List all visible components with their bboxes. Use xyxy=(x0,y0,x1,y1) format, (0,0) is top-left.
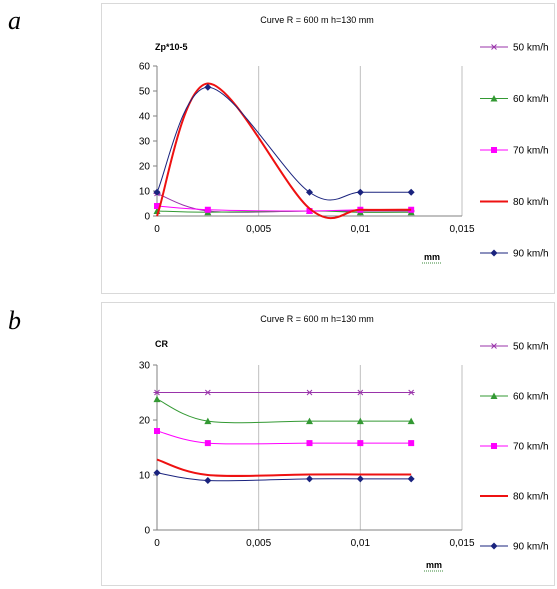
x-tick-label: 0,015 xyxy=(449,538,474,549)
chart-b: Curve R = 600 m h=130 mm CR 0 0,005 0,01 0,01… xyxy=(101,302,555,586)
data-point xyxy=(407,188,415,196)
chart-title: Curve R = 600 m h=130 mm xyxy=(260,314,374,324)
legend-marker xyxy=(491,443,497,449)
legend-marker xyxy=(490,249,498,257)
data-point xyxy=(306,475,313,483)
data-point xyxy=(204,440,211,447)
data-point xyxy=(306,389,313,396)
data-point xyxy=(154,203,160,209)
series-line xyxy=(156,86,412,201)
legend-marker xyxy=(490,392,498,399)
data-point xyxy=(306,440,313,447)
chart-a: Curve R = 600 m h=130 mm Zp*10-5 0 0,005 0,0… xyxy=(101,3,555,294)
legend-label: 80 km/h xyxy=(513,492,549,503)
legend-label: 90 km/h xyxy=(513,249,549,260)
y-tick-label: 40 xyxy=(139,112,151,123)
legend-marker xyxy=(490,343,498,349)
y-tick-label: 0 xyxy=(144,526,150,537)
legend-marker xyxy=(491,147,497,153)
data-point xyxy=(356,188,364,196)
y-tick-label: 20 xyxy=(139,162,151,173)
y-tick-label: 30 xyxy=(139,137,151,148)
x-tick-label: 0,005 xyxy=(246,224,271,235)
data-point xyxy=(153,469,161,477)
legend-label: 70 km/h xyxy=(513,442,549,453)
panel-letter-a: a xyxy=(8,6,21,35)
data-point xyxy=(407,475,415,483)
legend-marker xyxy=(490,44,498,50)
data-point xyxy=(306,417,313,425)
data-point xyxy=(407,417,415,425)
x-tick-label: 0,005 xyxy=(246,538,271,549)
x-tick-label: 0,01 xyxy=(351,538,371,549)
data-point xyxy=(153,188,161,196)
x-tick-label: 0 xyxy=(154,538,160,549)
data-point xyxy=(204,206,211,213)
data-point xyxy=(154,428,160,434)
chart-b-svg: Curve R = 600 m h=130 mm CR 0 0,005 0,01 0,01… xyxy=(139,314,549,572)
series-line xyxy=(156,472,412,482)
y-tick-label: 50 xyxy=(139,87,151,98)
data-point xyxy=(306,188,313,196)
legend-label: 50 km/h xyxy=(513,43,549,54)
legend-marker xyxy=(490,95,498,102)
y-tick-label: 60 xyxy=(139,62,151,73)
data-point xyxy=(407,389,415,396)
y-tick-label: 10 xyxy=(139,187,151,198)
data-point xyxy=(204,83,212,91)
chart-a-svg: Curve R = 600 m h=130 mm Zp*10-5 0 0,005 0,0… xyxy=(139,15,549,264)
x-axis-label: mm xyxy=(426,560,442,570)
x-axis-label: mm xyxy=(424,252,440,262)
x-tick-label: 0 xyxy=(154,224,160,235)
y-tick-label: 10 xyxy=(139,471,151,482)
data-point xyxy=(357,440,364,447)
legend-label: 50 km/h xyxy=(513,342,549,353)
legend-label: 90 km/h xyxy=(513,542,549,553)
chart-title: Curve R = 600 m h=130 mm xyxy=(260,15,374,25)
data-point xyxy=(408,440,415,447)
series-line xyxy=(156,82,412,220)
legend-marker xyxy=(490,542,498,550)
data-point xyxy=(204,417,212,425)
series-line xyxy=(156,458,412,477)
series-line xyxy=(156,398,412,424)
y-axis-label: Zp*10-5 xyxy=(155,42,188,52)
legend-label: 70 km/h xyxy=(513,146,549,157)
data-point xyxy=(356,389,364,396)
x-tick-label: 0,015 xyxy=(449,224,474,235)
data-point xyxy=(204,389,212,396)
data-point xyxy=(306,208,313,214)
y-tick-label: 30 xyxy=(139,361,151,372)
y-tick-label: 0 xyxy=(144,212,150,223)
data-point xyxy=(356,417,364,425)
panel-letter-b: b xyxy=(8,306,21,335)
legend-label: 60 km/h xyxy=(513,392,549,403)
legend-label: 80 km/h xyxy=(513,197,549,208)
y-tick-label: 20 xyxy=(139,416,151,427)
data-point xyxy=(356,475,364,483)
y-axis-label: CR xyxy=(155,339,168,349)
x-tick-label: 0,01 xyxy=(351,224,371,235)
data-point xyxy=(204,477,212,484)
legend-label: 60 km/h xyxy=(513,94,549,105)
series-line xyxy=(156,430,412,445)
data-point xyxy=(153,389,161,396)
data-point xyxy=(153,395,161,403)
